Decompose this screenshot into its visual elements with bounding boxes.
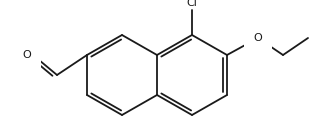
Text: O: O xyxy=(22,50,31,60)
Text: O: O xyxy=(254,33,262,43)
Text: Cl: Cl xyxy=(186,0,197,8)
